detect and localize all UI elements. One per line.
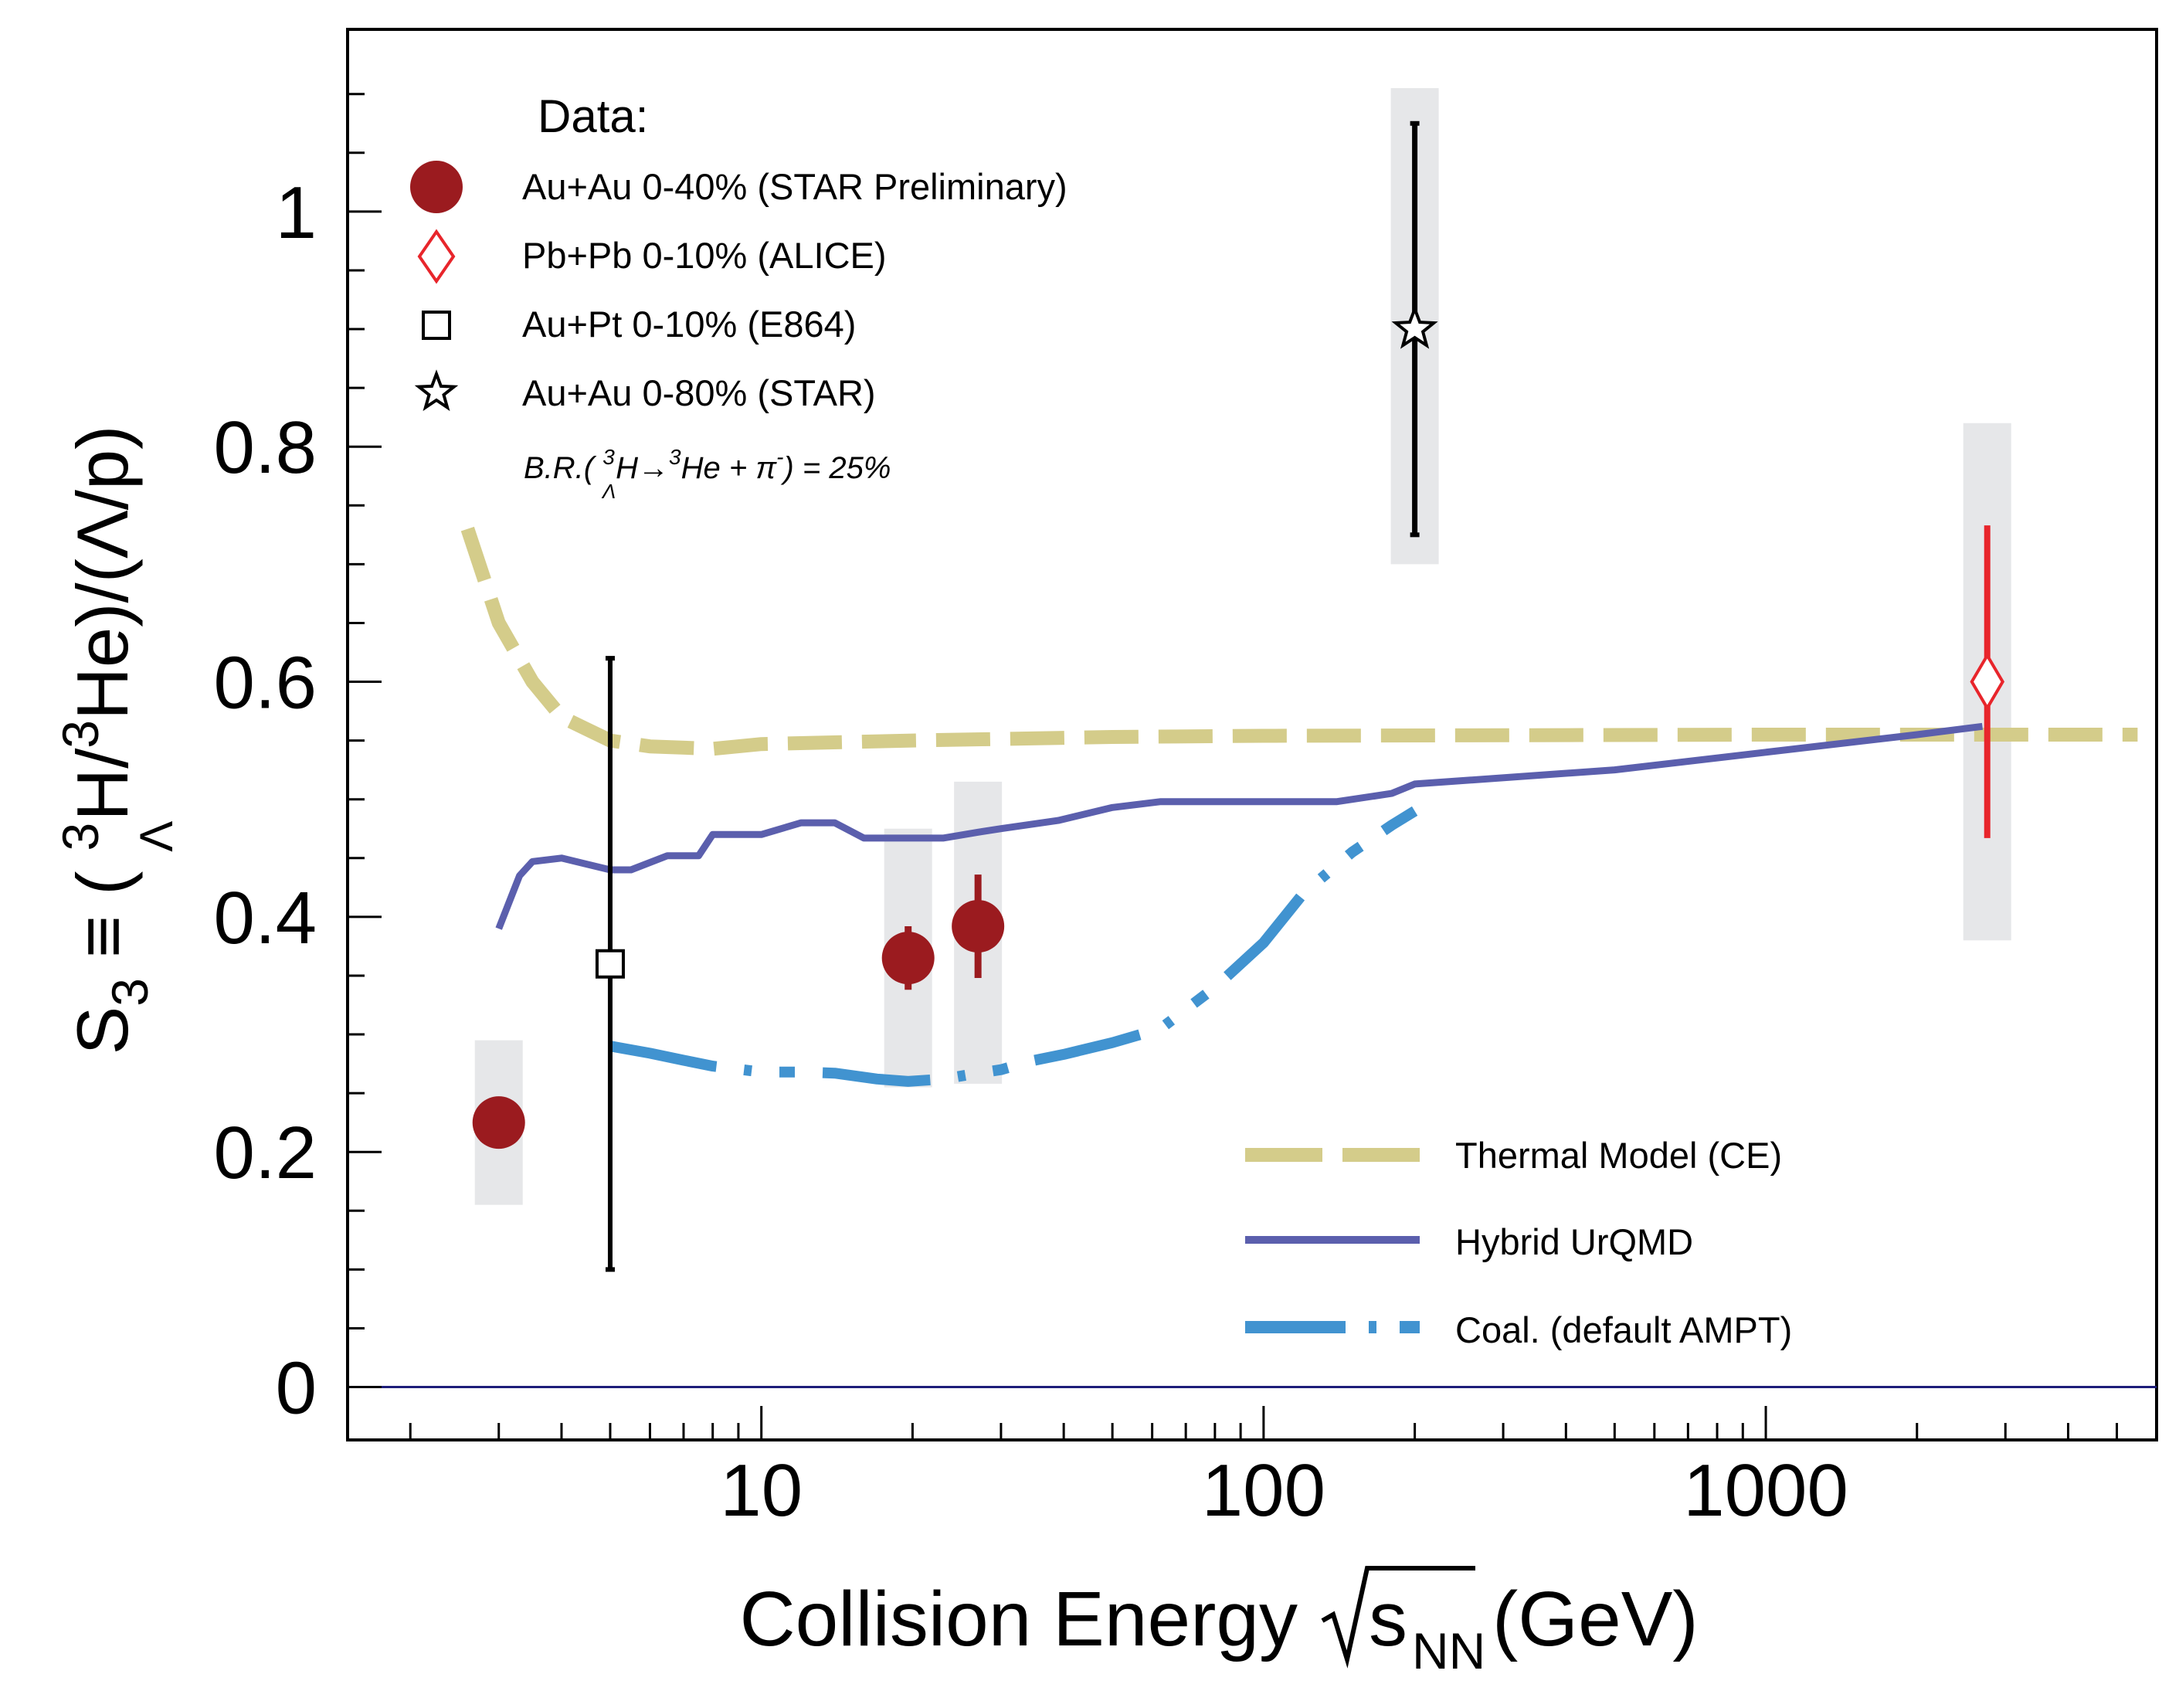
x-tick-label: 100 — [1202, 1449, 1325, 1532]
y-title-sup1: 3 — [52, 823, 109, 851]
legend-marker-circle — [410, 161, 463, 213]
legend-label-urqmd: Hybrid UrQMD — [1455, 1221, 1693, 1262]
y-tick-label: 0.4 — [214, 877, 317, 959]
br-arrow: → — [638, 451, 669, 485]
plot-frame — [346, 28, 2158, 1441]
br-pre: B.R.( — [524, 451, 602, 485]
y-tick-label: 1 — [276, 171, 317, 254]
legend-label-thermal: Thermal Model (CE) — [1455, 1135, 1782, 1176]
curve-coal-default-ampt — [609, 806, 1418, 1087]
curve-thermal-model-ce — [460, 526, 2138, 756]
br-sup3: - — [776, 445, 783, 469]
marker-star-prelim — [952, 900, 1005, 953]
legend-marker-diamond — [417, 229, 456, 284]
y-tick-label: 0 — [276, 1347, 317, 1430]
curve-hybrid-urqmd — [495, 722, 1984, 930]
y-tick-label: 0.6 — [214, 642, 317, 725]
x-axis-ticks: 10 100 1000 — [409, 1406, 2158, 1532]
data-legend: Data: Au+Au 0-40% (STAR Preliminary) Pb+… — [410, 90, 1067, 503]
error-bars — [605, 121, 1991, 1272]
legend-label-star: Au+Au 0-80% (STAR) — [522, 372, 876, 413]
marker-star-prelim — [881, 932, 935, 985]
model-curves — [460, 526, 2138, 1087]
y-title-equiv: ≡ ( — [62, 851, 143, 978]
data-markers — [472, 304, 2005, 1149]
x-title-unit: (GeV) — [1492, 1576, 1699, 1662]
y-title-sub1: Λ — [131, 821, 182, 852]
y-tick-label: 0.2 — [214, 1112, 317, 1194]
plot-area — [348, 88, 2157, 1389]
model-legend: Thermal Model (CE) Hybrid UrQMD Coal. (d… — [1245, 1135, 1792, 1350]
y-title-prefix: S — [62, 1007, 143, 1055]
br-sup1: 3 — [602, 445, 615, 469]
marker-star-0-80 — [1391, 304, 1438, 349]
x-title-radical-sub: NN — [1412, 1622, 1485, 1679]
branching-ratio-note: B.R.( 3 ΛH→3He + π-) = 25% — [524, 445, 891, 503]
y-axis-title: S3 ≡ ( 3 ΛH/3He)/(Λ/p) — [52, 426, 182, 1055]
marker-alice — [1970, 652, 2005, 711]
legend-markers — [410, 161, 463, 412]
y-axis-ticks: 0 0.2 0.4 0.6 0.8 1 — [214, 93, 382, 1430]
y-title-tail: He)/(Λ/p) — [62, 426, 143, 720]
x-tick-label: 10 — [720, 1449, 803, 1532]
legend-label-star-prelim: Au+Au 0-40% (STAR Preliminary) — [522, 166, 1067, 207]
marker-star-prelim — [472, 1096, 525, 1149]
legend-label-alice: Pb+Pb 0-10% (ALICE) — [522, 235, 887, 276]
x-title-radical: s — [1369, 1576, 1407, 1662]
br-he: He + π — [681, 451, 778, 485]
br-post: ) = 25% — [780, 451, 891, 485]
sqrt-sign-icon — [1321, 1566, 1475, 1669]
y-title-mid: H/ — [62, 748, 143, 821]
legend-label-e864: Au+Pt 0-10% (E864) — [522, 304, 856, 345]
legend-title: Data: — [538, 90, 648, 142]
legend-marker-square — [422, 311, 451, 340]
marker-e864 — [595, 949, 625, 979]
y-title-prefix-sub: 3 — [101, 978, 158, 1007]
br-h: H — [616, 451, 638, 485]
y-title-sup2: 3 — [52, 720, 109, 749]
br-sub1: Λ — [601, 480, 616, 503]
br-sup2: 3 — [669, 445, 681, 469]
legend-label-ampt: Coal. (default AMPT) — [1455, 1309, 1792, 1350]
x-axis-title: Collision Energy s NN (GeV) — [739, 1566, 1699, 1679]
legend-marker-star — [414, 369, 459, 412]
x-tick-label: 1000 — [1683, 1449, 1848, 1532]
x-title-main: Collision Energy — [739, 1576, 1298, 1662]
y-tick-label: 0.8 — [214, 406, 317, 489]
